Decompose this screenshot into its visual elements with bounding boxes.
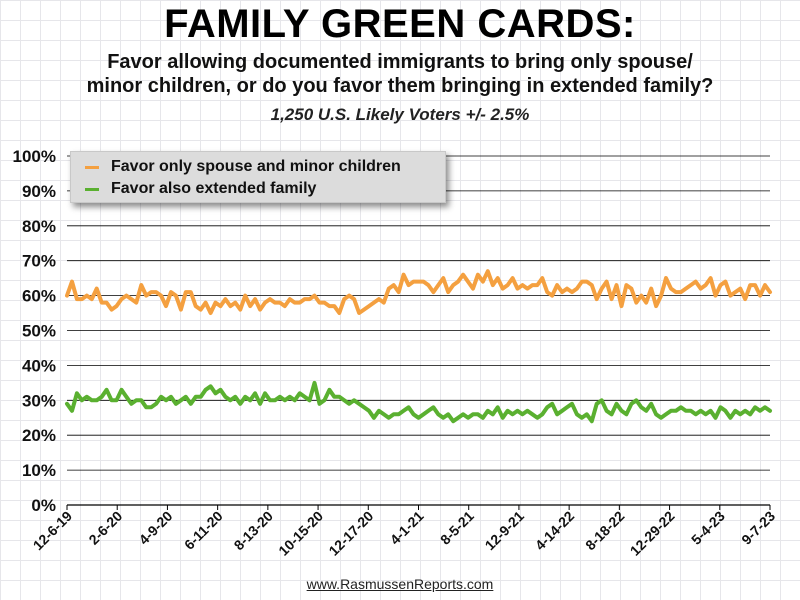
legend-item-extended: Favor also extended family: [85, 179, 316, 199]
y-tick-label: 0%: [31, 496, 56, 515]
x-tick-label: 9-7-23: [738, 508, 778, 548]
gridlines: [67, 155, 770, 506]
x-tick-label: 8-18-22: [582, 508, 628, 554]
x-tick-label: 12-9-21: [482, 508, 528, 554]
series-line-spouse: [65, 269, 772, 315]
x-axis-ticks: 12-6-19 2-6-20 4-9-20 6-11-20 8-13-20 10-15-2…: [30, 505, 778, 559]
y-tick-label: 90%: [22, 182, 56, 201]
series-line-extended: [65, 380, 772, 424]
legend-label-extended: Favor also extended family: [111, 180, 317, 197]
chart-title: FAMILY GREEN CARDS:: [164, 2, 636, 46]
x-tick-label: 5-4-23: [688, 508, 728, 548]
x-tick-label: 8-13-20: [231, 508, 277, 554]
legend-item-spouse: Favor only spouse and minor children: [85, 157, 401, 177]
y-tick-label: 10%: [22, 461, 56, 480]
x-tick-label: 2-6-20: [85, 508, 125, 548]
y-tick-label: 30%: [22, 391, 56, 410]
legend-swatch-extended: [85, 187, 99, 191]
x-tick-label: 10-15-20: [275, 508, 326, 559]
y-tick-label: 70%: [22, 252, 56, 271]
legend-swatch-spouse: [85, 165, 99, 169]
y-tick-label: 100%: [13, 147, 56, 166]
x-tick-label: 6-11-20: [181, 508, 226, 553]
y-tick-label: 80%: [22, 217, 56, 236]
y-tick-label: 60%: [22, 287, 56, 306]
legend: Favor only spouse and minor children Fav…: [70, 151, 446, 203]
y-axis-ticks: 0% 10% 20% 30% 40% 50% 60% 70% 80% 90% 100%: [13, 147, 56, 515]
legend-label-spouse: Favor only spouse and minor children: [111, 158, 401, 175]
series-lines: [65, 269, 772, 424]
x-tick-label: 4-9-20: [136, 508, 176, 548]
source-link[interactable]: www.RasmussenReports.com: [306, 576, 494, 592]
x-tick-label: 12-17-20: [325, 508, 376, 559]
chart-subtitle-line2: minor children, or do you favor them bri…: [86, 75, 714, 97]
x-tick-label: 4-1-21: [387, 508, 427, 548]
x-tick-label: 8-5-21: [437, 508, 477, 548]
chart-subtitle-line1: Favor allowing documented immigrants to …: [107, 51, 693, 73]
x-tick-label: 12-29-22: [627, 508, 678, 559]
y-tick-label: 40%: [22, 356, 56, 375]
y-tick-label: 50%: [22, 322, 56, 341]
y-tick-label: 20%: [22, 426, 56, 445]
sample-description: 1,250 U.S. Likely Voters +/- 2.5%: [270, 105, 530, 124]
x-tick-label: 4-14-22: [532, 508, 578, 554]
